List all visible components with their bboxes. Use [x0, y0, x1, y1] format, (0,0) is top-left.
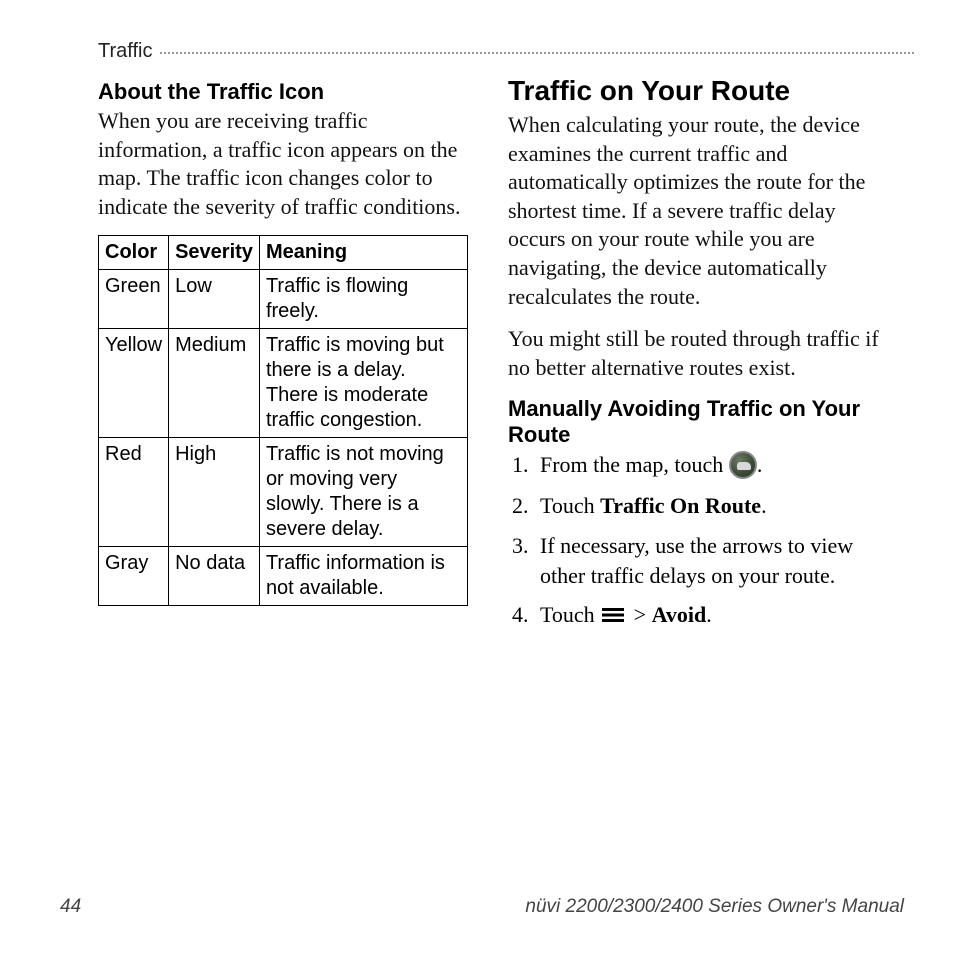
col-header-color: Color	[99, 236, 169, 270]
step-4-suffix: .	[706, 602, 712, 627]
menu-icon	[602, 601, 624, 631]
step-1-suffix: .	[757, 452, 763, 477]
cell-severity: Low	[169, 270, 260, 329]
step-4-sep: >	[628, 602, 651, 627]
traffic-icon	[729, 451, 757, 479]
col-header-severity: Severity	[169, 236, 260, 270]
manually-avoiding-heading: Manually Avoiding Traffic on Your Route	[508, 396, 894, 448]
steps-list: From the map, touch . Touch Traffic On R…	[508, 450, 894, 632]
content-columns: About the Traffic Icon When you are rece…	[40, 71, 914, 642]
page-header: Traffic	[40, 40, 914, 63]
cell-meaning: Traffic is moving but there is a delay. …	[259, 329, 467, 438]
right-column: Traffic on Your Route When calculating y…	[508, 71, 894, 642]
about-traffic-icon-heading: About the Traffic Icon	[98, 79, 468, 105]
step-2: Touch Traffic On Route.	[534, 491, 894, 521]
traffic-on-route-body2: You might still be routed through traffi…	[508, 325, 894, 382]
cell-meaning: Traffic is not moving or moving very slo…	[259, 438, 467, 547]
cell-severity: No data	[169, 547, 260, 606]
traffic-on-route-heading: Traffic on Your Route	[508, 75, 894, 107]
step-3: If necessary, use the arrows to view oth…	[534, 531, 894, 590]
page-number: 44	[60, 896, 81, 918]
cell-meaning: Traffic information is not available.	[259, 547, 467, 606]
table-row: Red High Traffic is not moving or moving…	[99, 438, 468, 547]
traffic-on-route-body1: When calculating your route, the device …	[508, 111, 894, 311]
page-footer: 44 nüvi 2200/2300/2400 Series Owner's Ma…	[60, 896, 904, 918]
header-dotted-rule	[160, 52, 914, 54]
cell-color: Gray	[99, 547, 169, 606]
table-row: Yellow Medium Traffic is moving but ther…	[99, 329, 468, 438]
table-row: Green Low Traffic is flowing freely.	[99, 270, 468, 329]
step-4-prefix: Touch	[540, 602, 600, 627]
cell-severity: High	[169, 438, 260, 547]
about-traffic-icon-body: When you are receiving traffic informati…	[98, 107, 468, 221]
cell-color: Green	[99, 270, 169, 329]
step-2-suffix: .	[761, 493, 767, 518]
col-header-meaning: Meaning	[259, 236, 467, 270]
cell-severity: Medium	[169, 329, 260, 438]
manual-title: nüvi 2200/2300/2400 Series Owner's Manua…	[525, 896, 904, 918]
cell-color: Red	[99, 438, 169, 547]
cell-color: Yellow	[99, 329, 169, 438]
step-2-bold: Traffic On Route	[600, 493, 761, 518]
left-column: About the Traffic Icon When you are rece…	[98, 71, 468, 642]
step-1: From the map, touch .	[534, 450, 894, 481]
cell-meaning: Traffic is flowing freely.	[259, 270, 467, 329]
step-4: Touch > Avoid.	[534, 600, 894, 632]
step-2-prefix: Touch	[540, 493, 600, 518]
table-header-row: Color Severity Meaning	[99, 236, 468, 270]
table-row: Gray No data Traffic information is not …	[99, 547, 468, 606]
step-1-prefix: From the map, touch	[540, 452, 729, 477]
traffic-color-table: Color Severity Meaning Green Low Traffic…	[98, 235, 468, 606]
header-section-label: Traffic	[98, 40, 152, 63]
step-4-bold: Avoid	[652, 602, 707, 627]
